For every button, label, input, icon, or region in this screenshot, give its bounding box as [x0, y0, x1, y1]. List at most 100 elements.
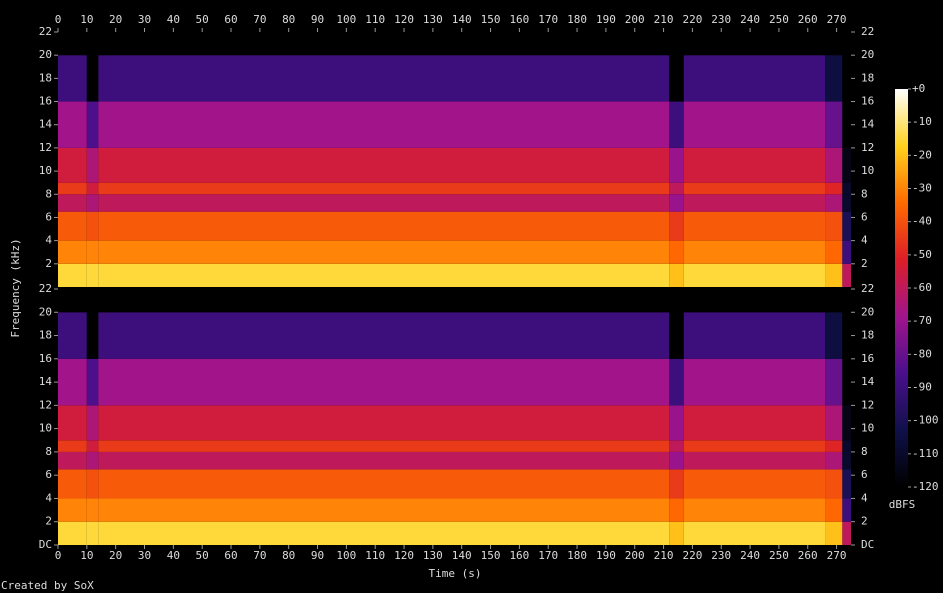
spectrogram-cell	[825, 182, 843, 195]
y-tick-label: 8	[45, 445, 52, 458]
spectrogram-cell	[86, 211, 99, 241]
spectrogram-cell	[86, 32, 99, 56]
y-tick-label: 22	[861, 282, 874, 295]
x-tick-label: 90	[311, 549, 324, 562]
x-tick-label: 120	[394, 13, 414, 26]
y-tick-label: 2	[861, 257, 868, 270]
x-tick-label: 240	[740, 13, 760, 26]
spectrogram-cell	[842, 440, 851, 452]
spectrogram-cell	[86, 289, 99, 313]
x-tick-label: 160	[509, 549, 529, 562]
y-tick-label: 10	[861, 422, 874, 435]
colorbar-tick-label: -10	[912, 115, 932, 128]
spectrogram-cell	[842, 211, 851, 241]
x-tick-label: 60	[224, 549, 237, 562]
spectrogram-cell	[86, 498, 99, 522]
colorbar-tick-label: -80	[912, 347, 932, 360]
colorbar-tick-label: -110	[912, 447, 939, 460]
x-tick-label: 0	[55, 549, 62, 562]
spectrogram-cell	[683, 55, 826, 102]
y-tick-label: 16	[39, 352, 52, 365]
spectrogram-cell	[58, 358, 87, 406]
spectrogram-cell	[825, 521, 843, 545]
spectrogram-cell	[86, 55, 99, 102]
y-tick-label: DC	[39, 538, 52, 551]
y-tick-label: 18	[39, 329, 52, 342]
spectrogram-cell	[825, 101, 843, 148]
spectrogram-cell	[98, 147, 670, 183]
spectrogram-cell	[683, 240, 826, 264]
x-tick-label: 0	[55, 13, 62, 26]
y-tick-label: 16	[861, 352, 874, 365]
colorbar	[895, 89, 908, 487]
y-tick-label: 18	[861, 329, 874, 342]
colorbar-tick-label: -100	[912, 414, 939, 427]
spectrogram-cell	[842, 358, 851, 406]
x-tick-label: 210	[654, 13, 674, 26]
spectrogram-cell	[825, 32, 843, 56]
spectrogram-cell	[842, 55, 851, 102]
x-tick-label: 30	[138, 549, 151, 562]
colorbar-label: dBFS	[889, 498, 916, 511]
spectrogram-cell	[98, 289, 670, 313]
y-tick-label: 10	[39, 422, 52, 435]
y-tick-label: 10	[861, 164, 874, 177]
x-tick-label: 70	[253, 13, 266, 26]
x-tick-label: 80	[282, 549, 295, 562]
spectrogram-cell	[86, 101, 99, 148]
x-tick-label: 170	[538, 13, 558, 26]
x-tick-label: 20	[109, 13, 122, 26]
x-tick-label: 180	[567, 13, 587, 26]
spectrogram-cell	[842, 32, 851, 56]
spectrogram-cell	[683, 405, 826, 441]
y-tick-label: 20	[861, 48, 874, 61]
x-tick-label: 100	[336, 13, 356, 26]
spectrogram-cell	[58, 498, 87, 522]
x-tick-label: 200	[625, 549, 645, 562]
spectrogram-cell	[669, 194, 684, 212]
x-tick-label: 230	[711, 13, 731, 26]
x-tick-label: 200	[625, 13, 645, 26]
colorbar-tick-label: -90	[912, 381, 932, 394]
spectrogram-cell	[58, 194, 87, 212]
y-tick-label: 8	[45, 187, 52, 200]
spectrogram-cell	[98, 55, 670, 102]
spectrogram-cell	[683, 312, 826, 359]
spectrogram-cell	[669, 263, 684, 287]
x-tick-label: 150	[481, 13, 501, 26]
x-tick-label: 50	[196, 549, 209, 562]
x-tick-label: 110	[365, 549, 385, 562]
y-tick-label: 2	[861, 515, 868, 528]
y-tick-label: 6	[861, 210, 868, 223]
spectrogram-cell	[86, 440, 99, 452]
spectrogram-cell	[86, 358, 99, 406]
spectrogram-cell	[86, 521, 99, 545]
spectrogram-cell	[842, 498, 851, 522]
spectrogram-cell	[842, 240, 851, 264]
spectrogram-cell	[683, 263, 826, 287]
x-tick-label: 70	[253, 549, 266, 562]
spectrogram-cell	[86, 194, 99, 212]
spectrogram-cell	[669, 32, 684, 56]
x-tick-label: 220	[682, 549, 702, 562]
y-tick-label: 8	[861, 187, 868, 200]
spectrogram-cell	[98, 101, 670, 148]
spectrogram-cell	[683, 440, 826, 452]
spectrogram-cell	[58, 211, 87, 241]
spectrogram-cell	[98, 194, 670, 212]
spectrogram-cell	[669, 405, 684, 441]
spectrogram-cell	[825, 147, 843, 183]
x-tick-label: 140	[452, 13, 472, 26]
y-tick-label: 14	[861, 118, 875, 131]
spectrogram-cell	[58, 101, 87, 148]
x-tick-label: 10	[80, 549, 93, 562]
y-tick-label: 20	[39, 305, 52, 318]
spectrogram-cell	[86, 147, 99, 183]
spectrogram-cell	[58, 240, 87, 264]
y-tick-label: 18	[861, 71, 874, 84]
spectrogram-cell	[669, 240, 684, 264]
spectrogram-cell	[98, 32, 670, 56]
spectrogram-cell	[683, 358, 826, 406]
spectrogram-cell	[683, 451, 826, 470]
spectrogram-cell	[669, 289, 684, 313]
